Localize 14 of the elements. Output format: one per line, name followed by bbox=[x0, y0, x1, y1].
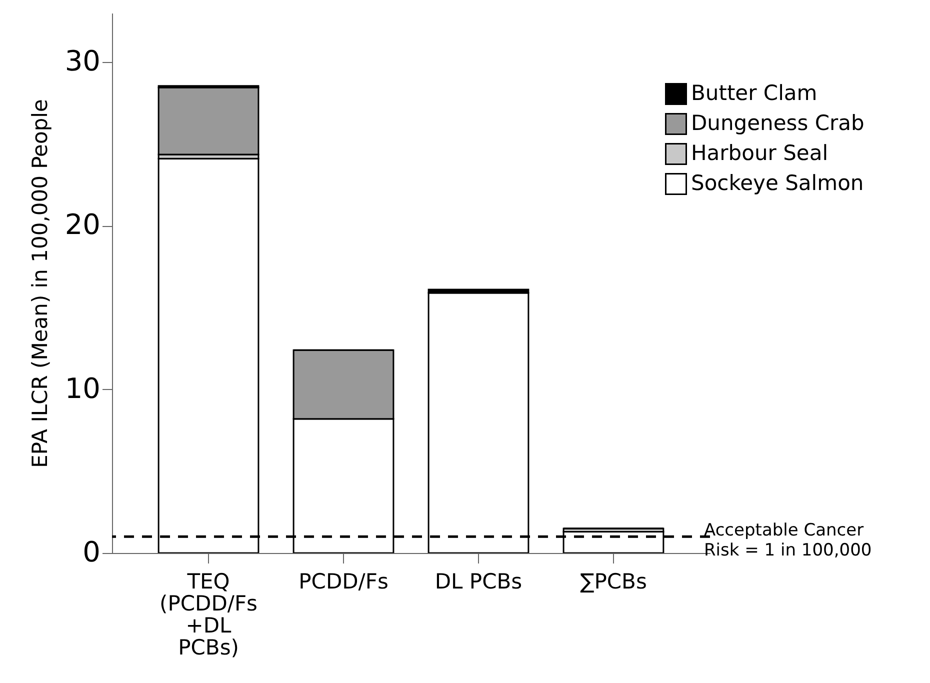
y-axis-title: EPA ILCR (Mean) in 100,000 People bbox=[28, 99, 52, 468]
x-tick-label: ∑PCBs bbox=[580, 570, 647, 594]
y-tick-label: 0 bbox=[82, 536, 100, 568]
legend-label: Sockeye Salmon bbox=[691, 171, 864, 195]
legend-label: Dungeness Crab bbox=[691, 111, 864, 135]
legend-label: Butter Clam bbox=[691, 81, 818, 105]
x-tick-label: TEQ (PCDD/Fs +DL PCBs) bbox=[160, 570, 258, 660]
y-tick-label: 10 bbox=[64, 372, 100, 405]
ref-line-label: Acceptable Cancer Risk = 1 in 100,000 bbox=[704, 520, 872, 561]
x-tick-label: DL PCBs bbox=[434, 570, 522, 594]
legend-label: Harbour Seal bbox=[691, 141, 828, 165]
y-tick-label: 30 bbox=[64, 44, 100, 78]
y-tick-label: 20 bbox=[64, 208, 100, 242]
x-tick-label: PCDD/Fs bbox=[298, 570, 388, 594]
